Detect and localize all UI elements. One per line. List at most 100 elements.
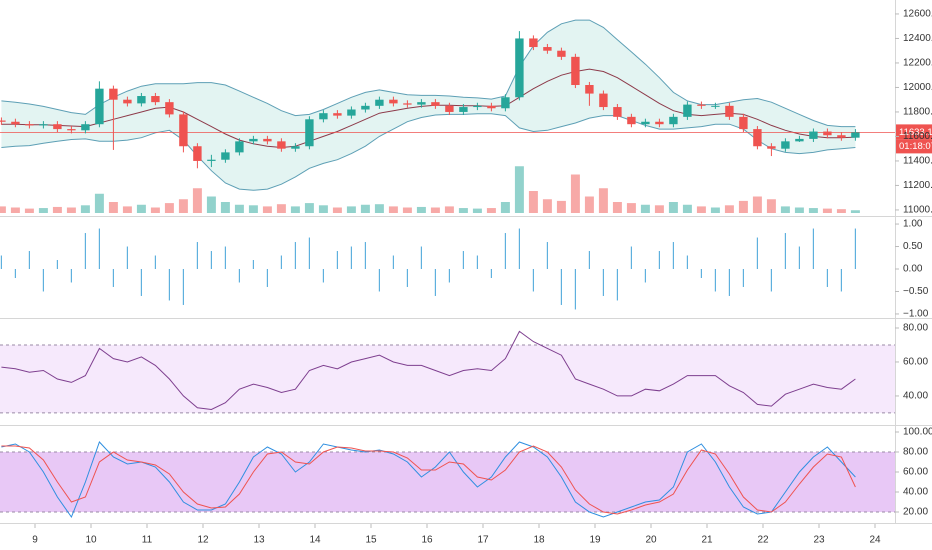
volume-bar	[52, 206, 62, 213]
candle-body	[221, 152, 230, 160]
candle-body	[613, 107, 622, 117]
price-tag	[896, 124, 932, 140]
candle-body	[389, 99, 398, 104]
volume-bar	[570, 174, 580, 213]
y-tick-label: 11800.00	[903, 107, 932, 118]
x-tick-label: 17	[477, 535, 489, 546]
y-tick-label: 12200.00	[903, 58, 932, 69]
y-tick-label: −1.00	[903, 309, 929, 320]
y-tick-label: 12000.00	[903, 82, 932, 93]
candle-body	[515, 38, 524, 98]
candle-body	[753, 129, 762, 147]
volume-bar	[192, 188, 202, 213]
volume-bar	[290, 206, 300, 213]
candle-body	[81, 124, 90, 131]
volume-bar	[220, 202, 230, 213]
volume-bar	[136, 204, 146, 213]
volume-bar	[640, 204, 650, 213]
y-tick-label: 11400.00	[903, 156, 932, 167]
candle-body	[599, 93, 608, 108]
band-mid	[1, 68, 856, 149]
candle-body	[585, 85, 594, 94]
x-tick-label: 9	[32, 535, 38, 546]
candle-body	[403, 103, 412, 105]
candle-body	[95, 88, 104, 125]
candle-body	[333, 113, 342, 116]
volume-bar	[528, 191, 538, 213]
candle-body	[375, 99, 384, 106]
y-tick-label: 0.50	[903, 241, 923, 252]
candle-body	[193, 146, 202, 161]
candle-body	[235, 141, 244, 153]
countdown-tag	[896, 139, 932, 154]
x-tick-label: 24	[869, 535, 881, 546]
volume-bar	[500, 202, 510, 213]
y-tick-label: 20.00	[903, 507, 928, 518]
candle-body	[473, 105, 482, 108]
volume-bar	[24, 208, 34, 213]
volume-bar	[346, 206, 356, 213]
candle-body	[263, 138, 272, 142]
volume-bar	[822, 208, 832, 213]
candle-body	[39, 124, 48, 126]
y-tick-label: 11000.00	[903, 205, 932, 216]
candle-body	[431, 102, 440, 106]
x-tick-label: 11	[142, 535, 153, 546]
y-tick-label: 40.00	[903, 391, 928, 402]
candle-body	[291, 146, 300, 149]
x-tick-label: 20	[645, 535, 657, 546]
candle-body	[305, 119, 314, 147]
candle-body	[571, 56, 580, 86]
volume-bar	[164, 203, 174, 213]
candle-body	[123, 99, 132, 104]
volume-bar	[150, 207, 160, 213]
candle-body	[697, 104, 706, 106]
candle-body	[851, 132, 860, 138]
volume-bar	[66, 207, 76, 213]
y-tick-label: 0.00	[903, 264, 923, 275]
y-tick-label: 40.00	[903, 487, 928, 498]
volume-bar	[696, 206, 706, 213]
y-tick-label: 1.00	[903, 219, 923, 230]
candle-body	[837, 135, 846, 138]
volume-bar	[374, 204, 384, 213]
volume-bar	[514, 166, 524, 213]
x-tick-label: 14	[309, 535, 321, 546]
candle-body	[0, 120, 6, 122]
volume-bar	[458, 208, 468, 213]
x-tick-label: 19	[589, 535, 601, 546]
candle-body	[557, 50, 566, 57]
volume-bar	[248, 205, 258, 213]
candle-body	[683, 104, 692, 117]
candle-body	[823, 131, 832, 136]
volume-bar	[836, 209, 846, 213]
candle-body	[669, 116, 678, 125]
candle-body	[711, 105, 720, 107]
volume-bar	[178, 199, 188, 213]
candle-body	[25, 124, 34, 126]
volume-bar	[10, 207, 20, 213]
candle-body	[767, 146, 776, 149]
candle-body	[249, 138, 258, 142]
volume-bar	[332, 207, 342, 213]
volume-bar	[262, 206, 272, 213]
volume-bar	[486, 208, 496, 213]
x-tick-label: 10	[85, 535, 97, 546]
candle-body	[11, 121, 20, 125]
volume-bar	[542, 199, 552, 213]
volume-bar	[80, 205, 90, 213]
volume-bar	[444, 206, 454, 213]
volume-bar	[430, 207, 440, 213]
volume-bar	[780, 206, 790, 213]
candle-body	[487, 105, 496, 109]
candle-body	[137, 96, 146, 104]
volume-bar	[122, 206, 132, 213]
countdown-label: 01:18:07	[899, 141, 932, 152]
candle-body	[67, 129, 76, 131]
candle-body	[529, 38, 538, 48]
volume-bar	[724, 205, 734, 213]
volume-bar	[668, 202, 678, 213]
y-tick-label: 60.00	[903, 357, 928, 368]
volume-bar	[556, 200, 566, 213]
y-tick-label: 60.00	[903, 467, 928, 478]
